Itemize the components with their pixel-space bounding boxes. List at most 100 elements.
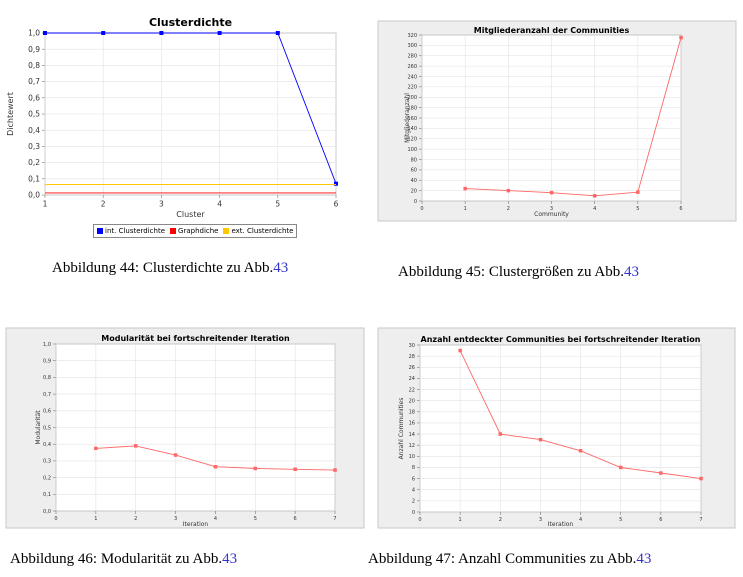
y-tick-label: 0,9 [28, 45, 40, 54]
x-axis-label: Iteration [548, 521, 574, 528]
y-tick-label: 200 [407, 95, 417, 101]
legend-label: Graphdiche [178, 227, 219, 235]
caption-ref-link[interactable]: 43 [222, 551, 238, 567]
x-tick-label: 3 [174, 516, 177, 522]
y-tick-label: 1,0 [43, 342, 51, 348]
y-tick-label: 60 [411, 168, 417, 174]
x-tick-label: 5 [636, 206, 639, 212]
data-point [619, 465, 623, 470]
caption-text: Abbildung 44: Clusterdichte zu Abb. [52, 260, 274, 276]
legend-item-ext-clusterdichte: ext. Clusterdichte [223, 227, 293, 235]
y-axis-label: Anzahl Communities [398, 398, 405, 460]
y-tick-label: 24 [409, 376, 415, 382]
y-tick-label: 0,1 [28, 174, 40, 183]
x-tick-label: 7 [699, 517, 702, 523]
y-tick-label: 0 [414, 199, 417, 205]
data-point [159, 31, 164, 35]
y-axis-label: Modularität [35, 410, 42, 445]
data-point [253, 466, 257, 471]
legend-item-int-clusterdichte: int. Clusterdichte [97, 227, 165, 235]
data-point [101, 31, 106, 35]
y-tick-label: 260 [407, 64, 417, 70]
caption-text: Abbildung 47: Anzahl Communities zu Abb. [368, 551, 637, 567]
y-tick-label: 0,0 [43, 509, 51, 515]
x-tick-label: 2 [499, 517, 502, 523]
y-tick-label: 240 [407, 74, 417, 80]
data-point [636, 190, 640, 194]
y-tick-label: 0,5 [28, 110, 40, 119]
data-point [538, 437, 543, 442]
x-tick-label: 6 [334, 200, 339, 209]
data-point [659, 471, 663, 475]
data-point [43, 31, 47, 35]
series-line [465, 37, 682, 197]
data-point [173, 453, 178, 457]
x-tick-label: 6 [294, 516, 297, 522]
y-tick-label: 0,4 [28, 126, 40, 135]
x-tick-label: 4 [217, 200, 222, 209]
x-tick-label: 1 [94, 516, 97, 522]
y-tick-label: 160 [407, 116, 417, 122]
x-tick-label: 0 [418, 517, 421, 523]
legend-swatch-yellow [223, 228, 230, 234]
y-tick-label: 0,4 [43, 442, 51, 448]
x-tick-label: 4 [214, 516, 217, 522]
legend-label: int. Clusterdichte [105, 227, 166, 235]
y-tick-label: 100 [407, 147, 417, 153]
data-point [506, 188, 511, 193]
data-point [699, 476, 703, 481]
caption-abbildung-47: Abbildung 47: Anzahl Communities zu Abb.… [368, 551, 651, 568]
x-tick-label: 1 [43, 200, 48, 209]
y-tick-label: 300 [407, 43, 417, 49]
x-tick-label: 5 [619, 517, 622, 523]
data-point [463, 186, 467, 191]
y-tick-label: 6 [412, 476, 415, 482]
chart-clusterdichte: 0,0 0,1 0,2 0,3 0,4 0,5 0,6 0,7 0,8 0,9 1,0 1 2 3 4 5 6 C… [6, 16, 339, 219]
x-tick-label: 0 [54, 516, 57, 522]
y-tick-label: 14 [409, 432, 415, 438]
y-tick-label: 0,7 [43, 392, 51, 398]
chart-clusterdichte-legend: int. Clusterdichte Graphdiche ext. Clust… [93, 224, 298, 238]
x-tick-label: 1 [464, 206, 467, 212]
x-tick-label: 4 [579, 517, 582, 523]
y-tick-label: 120 [407, 137, 417, 143]
x-tick-label: 6 [679, 206, 682, 212]
y-tick-label: 0,8 [43, 375, 51, 381]
data-point [217, 31, 222, 35]
x-tick-label: 2 [507, 206, 510, 212]
legend-swatch-red [170, 228, 177, 234]
data-point [293, 467, 297, 471]
y-tick-label: 28 [409, 354, 415, 360]
data-point [333, 468, 337, 472]
caption-abbildung-44: Abbildung 44: Clusterdichte zu Abb.43 [52, 260, 288, 277]
y-tick-label: 0,6 [28, 93, 40, 102]
x-axis-label: Cluster [176, 210, 205, 219]
chart-title: Anzahl entdeckter Communities bei fortsc… [421, 335, 701, 344]
y-tick-label: 40 [411, 178, 417, 184]
x-tick-label: 2 [101, 200, 106, 209]
y-tick-label: 0,0 [28, 191, 40, 200]
y-tick-label: 4 [412, 487, 415, 493]
y-tick-label: 8 [412, 465, 415, 471]
y-tick-label: 0,7 [28, 77, 40, 86]
y-tick-label: 0,3 [43, 459, 51, 465]
y-tick-label: 0,5 [43, 425, 51, 431]
data-point [334, 181, 338, 186]
y-tick-label: 12 [409, 443, 415, 449]
caption-ref-link[interactable]: 43 [273, 260, 289, 276]
y-tick-label: 140 [407, 126, 417, 132]
data-point [275, 31, 280, 35]
chart-title: Modularität bei fortschreitender Iterati… [101, 334, 290, 343]
caption-ref-link[interactable]: 43 [636, 551, 652, 567]
x-axis-label: Iteration [183, 521, 209, 528]
y-tick-label: 0,2 [28, 158, 40, 167]
data-point [213, 465, 218, 469]
chart-modularitaet: 0,0 0,1 0,2 0,3 0,4 0,5 0,6 0,7 0,8 0,9 1,0 0 1 2 3 4 5 6… [5, 327, 365, 529]
y-tick-label: 0,6 [43, 409, 51, 415]
data-point [458, 348, 462, 353]
data-point [498, 432, 502, 436]
y-tick-label: 320 [407, 33, 417, 39]
caption-ref-link[interactable]: 43 [623, 264, 639, 280]
y-tick-label: 0,8 [28, 61, 40, 70]
